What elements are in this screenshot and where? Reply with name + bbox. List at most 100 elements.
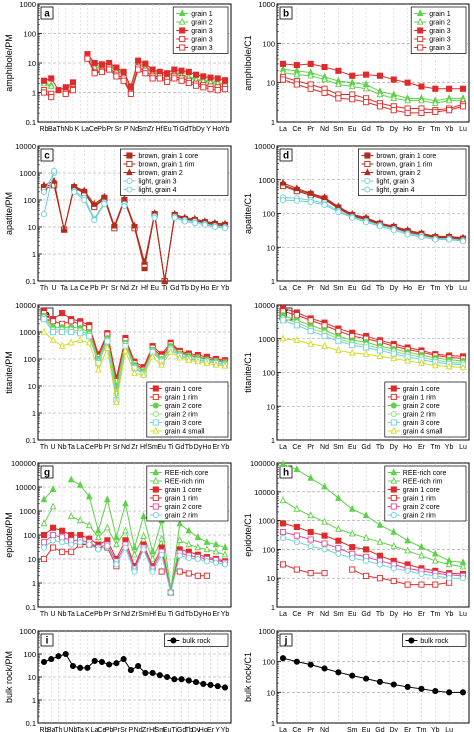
x-tick-label: Ba [48,126,57,133]
x-tick-label: Ho [202,611,211,618]
series-5 [40,537,229,596]
x-tick-label: Eu [362,727,371,732]
data-point [40,327,48,335]
legend-marker [178,9,186,17]
data-point [77,539,84,546]
x-tick-label: Lu [459,611,467,618]
x-tick-label: Yb [221,727,230,732]
x-tick-label: Ho [403,126,412,133]
x-tick-label: Tb [376,611,384,618]
x-tick-label: Ho [403,611,412,618]
data-point [349,72,356,79]
data-point [376,678,383,685]
data-point [59,534,66,541]
x-tick-label: Gd [170,285,179,292]
data-point [68,548,75,555]
data-point [185,355,193,363]
data-point [50,318,57,325]
x-tick-label: Dy [192,727,201,732]
data-point [362,533,370,541]
data-point [98,61,105,68]
y-tick-label: 10 [267,574,275,583]
panel-letter-text: b [283,9,289,20]
data-point [131,568,138,575]
x-tick-label: Yb [431,727,440,732]
data-point [176,568,183,575]
x-tick-label: Sr [113,444,121,451]
data-point [390,527,398,535]
data-point [363,71,370,78]
legend-label: grain 2 rim [165,513,198,520]
x-tick-label: Ce [80,285,89,292]
data-point [122,499,129,507]
data-point [214,87,221,94]
legend-label: grain 3 [429,45,451,52]
panel-letter-text: d [283,151,289,162]
x-tick-label: Tb [376,126,384,133]
x-tick-label: Pr [104,444,112,451]
y-axis-label: epidote/C1 [243,513,253,557]
data-point [431,361,439,369]
data-point [140,546,147,553]
data-point [376,352,384,360]
data-point [101,192,108,200]
panel-letter-text: i [46,636,49,647]
data-point [68,531,75,539]
data-point [446,689,453,696]
legend-label: grain 3 [429,37,451,44]
x-tick-label: La [76,611,84,618]
data-point [121,202,128,210]
data-point [390,76,397,83]
legend: brown, grain 1 core brown, grain 1 rimbro… [120,148,229,196]
y-tick-label: 1 [271,118,275,127]
x-tick-label: Hf [140,444,147,451]
legend-label: grain 2 core [165,403,202,410]
x-tick-label: Pr [307,285,315,292]
series-2 [40,51,229,94]
data-point [321,540,328,547]
y-tick-label: 100 [23,650,36,659]
x-tick-label: Yb [445,444,454,451]
data-point [122,544,129,551]
x-tick-label: Er [211,285,219,292]
data-point [98,68,105,75]
x-tick-label: Sm [333,126,344,133]
x-tick-label: Nd [320,727,329,732]
series-0 [279,460,467,566]
x-tick-label: Er [404,727,412,732]
x-tick-label: U [52,285,57,292]
y-tick-label: 10000 [254,301,275,310]
data-point [335,537,342,544]
data-point [321,193,328,201]
x-tick-label: Er [418,126,426,133]
data-point [40,316,48,323]
y-tick-label: 0.1 [26,603,36,612]
data-point [201,221,208,228]
legend-marker [152,468,160,476]
data-point [459,575,467,582]
series-line [73,190,105,220]
legend-label: grain 2 core [165,504,202,511]
data-point [86,541,93,548]
data-point [307,327,314,335]
x-tick-label: Tb [185,727,193,732]
data-point [432,572,439,579]
data-point [164,78,171,85]
data-point [85,338,93,346]
legend-label: light, grain 3 [376,179,414,186]
data-point [95,546,102,553]
data-point [171,75,178,82]
series-line [179,571,207,577]
data-point [194,572,201,579]
legend-marker [390,468,398,476]
data-point [104,542,111,549]
y-tick-label: 100 [262,210,275,219]
series-line [73,191,105,222]
data-point [158,551,165,558]
x-tick-label: Pr [113,727,121,732]
data-point [59,527,66,534]
y-tick-label: 1 [271,719,275,728]
legend-label: grain 2 core [403,403,440,410]
data-point [40,555,48,563]
